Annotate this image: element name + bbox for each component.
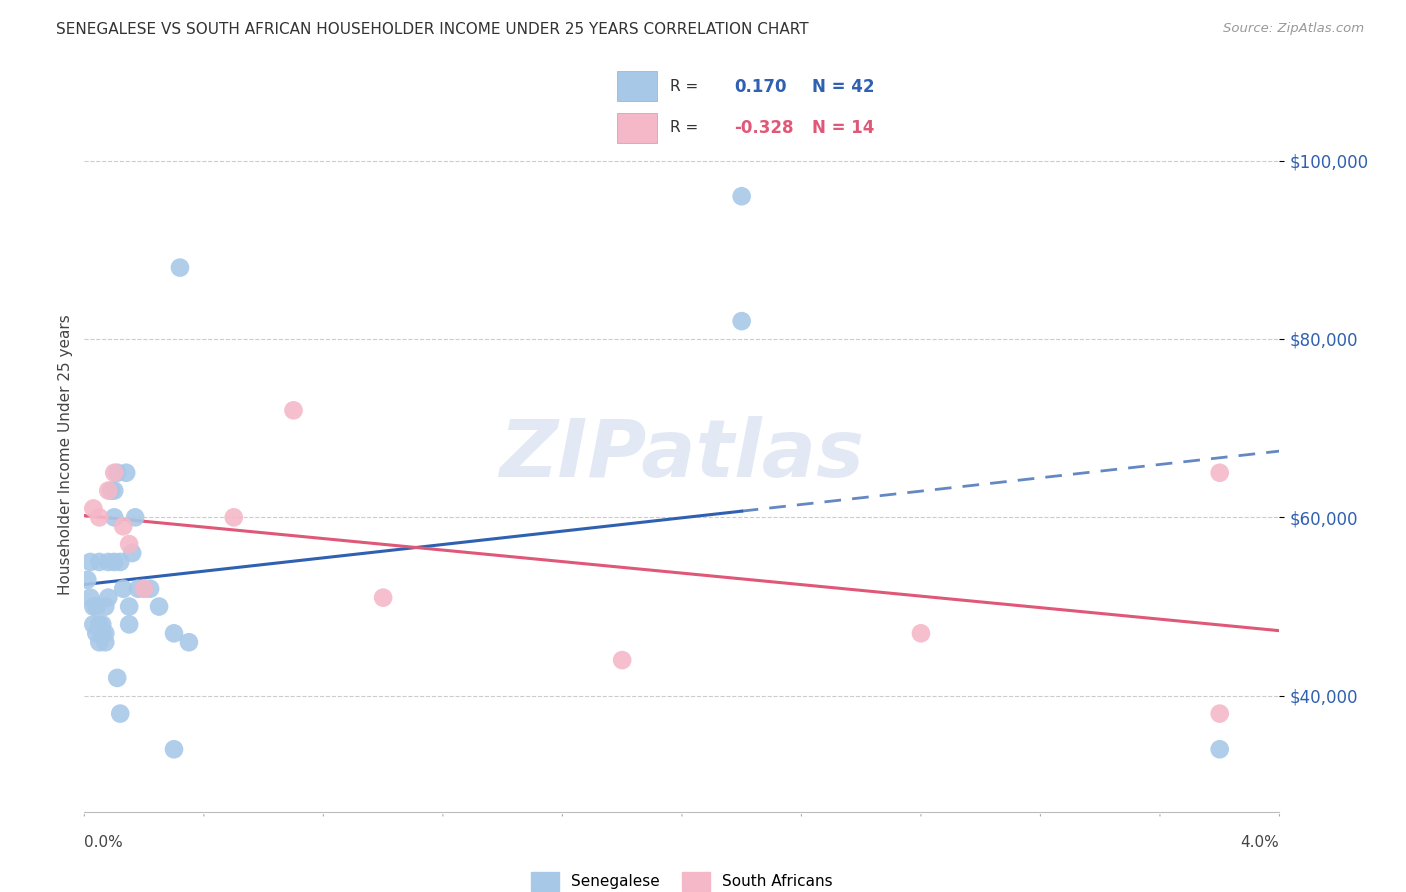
Point	[89, 555, 111, 569]
Point	[610, 653, 633, 667]
Point	[79, 555, 101, 569]
Point	[169, 260, 191, 275]
Point	[103, 483, 125, 498]
Point	[163, 626, 186, 640]
Point	[132, 582, 156, 596]
Point	[97, 555, 120, 569]
Point	[371, 591, 394, 605]
Text: R =: R =	[669, 79, 697, 94]
Point	[100, 483, 122, 498]
Point	[118, 617, 141, 632]
Point	[112, 519, 135, 533]
Point	[148, 599, 170, 614]
Point	[910, 626, 932, 640]
Point	[82, 599, 104, 614]
Text: 0.170: 0.170	[734, 78, 787, 95]
Point	[103, 555, 125, 569]
Point	[132, 582, 156, 596]
Point	[97, 483, 120, 498]
Point	[731, 189, 754, 203]
Point	[84, 626, 107, 640]
Point	[103, 466, 125, 480]
FancyBboxPatch shape	[617, 71, 657, 101]
Text: R =: R =	[669, 120, 697, 135]
Text: N = 42: N = 42	[811, 78, 875, 95]
Point	[76, 573, 98, 587]
Legend: Senegalese, South Africans: Senegalese, South Africans	[524, 866, 839, 892]
Point	[84, 599, 107, 614]
Point	[91, 626, 114, 640]
Point	[79, 591, 101, 605]
Point	[127, 582, 149, 596]
Point	[105, 671, 128, 685]
Point	[94, 599, 117, 614]
Point	[110, 706, 132, 721]
Point	[89, 510, 111, 524]
Point	[118, 599, 141, 614]
Point	[115, 466, 138, 480]
Point	[82, 501, 104, 516]
Point	[139, 582, 162, 596]
Point	[1208, 742, 1230, 756]
Text: ZIPatlas: ZIPatlas	[499, 416, 865, 494]
Point	[112, 582, 135, 596]
Point	[105, 466, 128, 480]
Point	[89, 635, 111, 649]
Point	[97, 591, 120, 605]
Point	[103, 510, 125, 524]
Point	[177, 635, 200, 649]
Point	[110, 555, 132, 569]
Text: 4.0%: 4.0%	[1240, 836, 1279, 850]
Y-axis label: Householder Income Under 25 years: Householder Income Under 25 years	[58, 315, 73, 595]
Point	[91, 617, 114, 632]
Text: -0.328: -0.328	[734, 119, 794, 136]
Text: Source: ZipAtlas.com: Source: ZipAtlas.com	[1223, 22, 1364, 36]
Point	[731, 314, 754, 328]
Point	[1208, 706, 1230, 721]
Point	[121, 546, 143, 560]
Point	[82, 617, 104, 632]
Point	[283, 403, 305, 417]
Point	[1208, 466, 1230, 480]
FancyBboxPatch shape	[617, 113, 657, 143]
Text: SENEGALESE VS SOUTH AFRICAN HOUSEHOLDER INCOME UNDER 25 YEARS CORRELATION CHART: SENEGALESE VS SOUTH AFRICAN HOUSEHOLDER …	[56, 22, 808, 37]
Text: 0.0%: 0.0%	[84, 836, 124, 850]
Point	[89, 617, 111, 632]
Point	[94, 626, 117, 640]
Point	[124, 510, 146, 524]
Point	[222, 510, 245, 524]
Point	[94, 635, 117, 649]
Text: N = 14: N = 14	[811, 119, 875, 136]
Point	[118, 537, 141, 551]
Point	[163, 742, 186, 756]
